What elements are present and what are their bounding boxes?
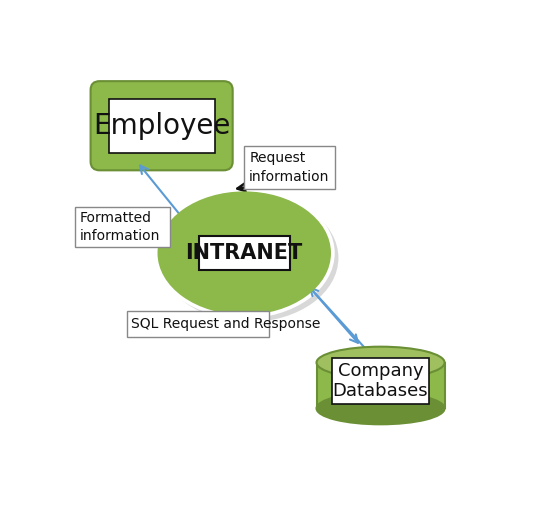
- Text: SQL Request and Response: SQL Request and Response: [132, 317, 321, 331]
- FancyBboxPatch shape: [75, 207, 170, 247]
- Text: INTRANET: INTRANET: [185, 243, 303, 263]
- Text: Employee: Employee: [93, 112, 230, 140]
- Ellipse shape: [154, 188, 335, 318]
- Text: Formatted
information: Formatted information: [80, 211, 160, 244]
- Ellipse shape: [160, 194, 338, 322]
- FancyBboxPatch shape: [109, 99, 214, 153]
- Ellipse shape: [317, 392, 445, 424]
- FancyBboxPatch shape: [332, 358, 429, 404]
- Text: Company
Databases: Company Databases: [333, 361, 429, 400]
- FancyBboxPatch shape: [126, 311, 269, 337]
- FancyBboxPatch shape: [199, 236, 290, 270]
- Text: Request
information: Request information: [249, 151, 329, 184]
- FancyBboxPatch shape: [244, 146, 335, 189]
- Ellipse shape: [317, 347, 445, 378]
- FancyBboxPatch shape: [91, 81, 233, 170]
- Polygon shape: [317, 362, 445, 408]
- Ellipse shape: [157, 191, 331, 315]
